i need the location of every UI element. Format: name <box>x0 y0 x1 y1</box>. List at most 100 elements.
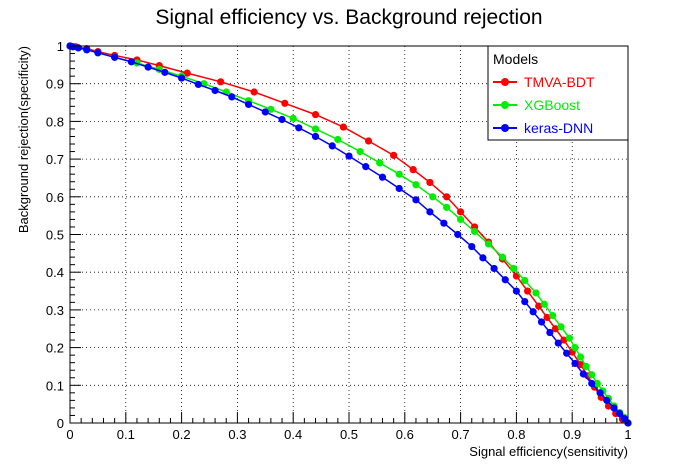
data-point <box>83 46 91 54</box>
data-point <box>510 264 518 273</box>
x-axis-label: Signal efficiency(sensitivity) <box>469 444 628 459</box>
data-point <box>278 115 286 124</box>
data-point <box>345 152 353 160</box>
data-point <box>521 276 529 285</box>
y-tick-label: 1 <box>57 39 64 54</box>
x-tick-label: 0.7 <box>452 427 470 442</box>
data-point <box>560 336 568 344</box>
data-point <box>183 69 191 77</box>
legend-label: XGBoost <box>524 97 580 113</box>
data-point <box>244 100 253 109</box>
y-tick-label: 0.9 <box>46 77 64 92</box>
data-point <box>576 353 585 361</box>
data-point <box>616 409 624 418</box>
data-point <box>412 181 420 189</box>
data-point <box>378 173 387 181</box>
legend-entries: TMVA-BDT XGBoost keras-DNN <box>493 74 595 136</box>
data-point <box>390 151 398 159</box>
y-axis-label: Background rejection(specificity) <box>16 46 31 233</box>
data-point <box>356 147 364 156</box>
data-point <box>261 108 269 116</box>
x-tick-label: 0.6 <box>396 427 414 442</box>
chart-title: Signal efficiency vs. Background rejecti… <box>155 6 542 29</box>
data-point <box>588 379 596 388</box>
data-point <box>376 159 384 167</box>
data-point <box>557 323 565 331</box>
legend-label: keras-DNN <box>524 120 593 136</box>
legend-box <box>487 45 629 141</box>
legend-marker <box>501 124 509 132</box>
x-tick-label: 0.2 <box>173 427 191 442</box>
data-point <box>412 196 420 204</box>
x-tick-label: 0.5 <box>340 427 358 442</box>
data-point <box>362 163 370 171</box>
legend-marker <box>501 101 509 109</box>
data-point <box>468 242 476 251</box>
legend-title: Models <box>493 51 538 67</box>
data-point <box>94 49 102 57</box>
y-tick-label: 0.1 <box>46 378 64 393</box>
data-point <box>311 125 320 133</box>
data-point <box>250 88 258 96</box>
legend-marker <box>501 78 509 86</box>
data-point <box>563 349 571 357</box>
data-point <box>535 302 543 310</box>
x-tick-label: 0.3 <box>228 427 246 442</box>
data-point <box>328 142 336 150</box>
y-tick-label: 0.3 <box>46 303 64 318</box>
data-point <box>334 135 342 144</box>
data-point <box>267 105 275 113</box>
data-point <box>144 63 152 71</box>
tick-labels: 0 0.1 0.2 0.3 0.4 0.5 0.6 0.7 0.8 0.9 1 0 0.1 0.2 0.3 0… <box>46 39 632 442</box>
data-point <box>603 396 611 404</box>
data-point <box>512 287 521 295</box>
data-point <box>565 334 574 342</box>
y-tick-label: 0.5 <box>46 228 64 243</box>
data-point <box>443 193 451 201</box>
x-tick-label: 0.8 <box>507 427 525 442</box>
data-point <box>470 227 479 236</box>
data-point <box>571 359 579 368</box>
data-point <box>74 44 82 52</box>
legend: Models TMVA-BDT XGBoost keras-DNN <box>487 45 629 141</box>
data-point <box>289 114 297 122</box>
data-point <box>596 389 604 397</box>
data-point <box>426 208 434 216</box>
data-point <box>69 43 77 51</box>
data-point <box>454 230 462 239</box>
data-point <box>521 298 529 306</box>
data-point <box>543 313 551 322</box>
data-point <box>498 253 507 261</box>
data-point <box>457 215 465 224</box>
data-point <box>537 318 546 326</box>
y-tick-label: 0.8 <box>46 114 64 129</box>
data-point <box>395 170 403 178</box>
data-point <box>440 219 448 227</box>
data-point <box>217 78 225 86</box>
data-point <box>228 93 236 101</box>
data-point <box>281 99 289 107</box>
data-point <box>523 287 532 295</box>
data-point <box>540 300 548 308</box>
data-point <box>429 193 437 201</box>
data-point <box>295 124 303 132</box>
data-point <box>484 240 493 248</box>
y-tick-label: 0 <box>57 416 64 431</box>
y-tick-label: 0.4 <box>46 265 64 280</box>
data-point <box>311 132 320 141</box>
data-point <box>532 289 540 297</box>
data-point <box>127 58 135 66</box>
data-point <box>593 379 601 388</box>
data-point <box>211 86 219 95</box>
data-point <box>549 311 557 320</box>
grid <box>70 46 628 423</box>
data-point <box>529 308 537 316</box>
data-point <box>426 178 434 187</box>
data-point <box>576 360 585 369</box>
data-point <box>554 339 562 347</box>
data-point <box>457 208 465 216</box>
x-tick-label: 1 <box>624 427 631 442</box>
legend-label: TMVA-BDT <box>524 74 595 90</box>
data-point <box>588 371 596 379</box>
data-point <box>364 137 373 145</box>
